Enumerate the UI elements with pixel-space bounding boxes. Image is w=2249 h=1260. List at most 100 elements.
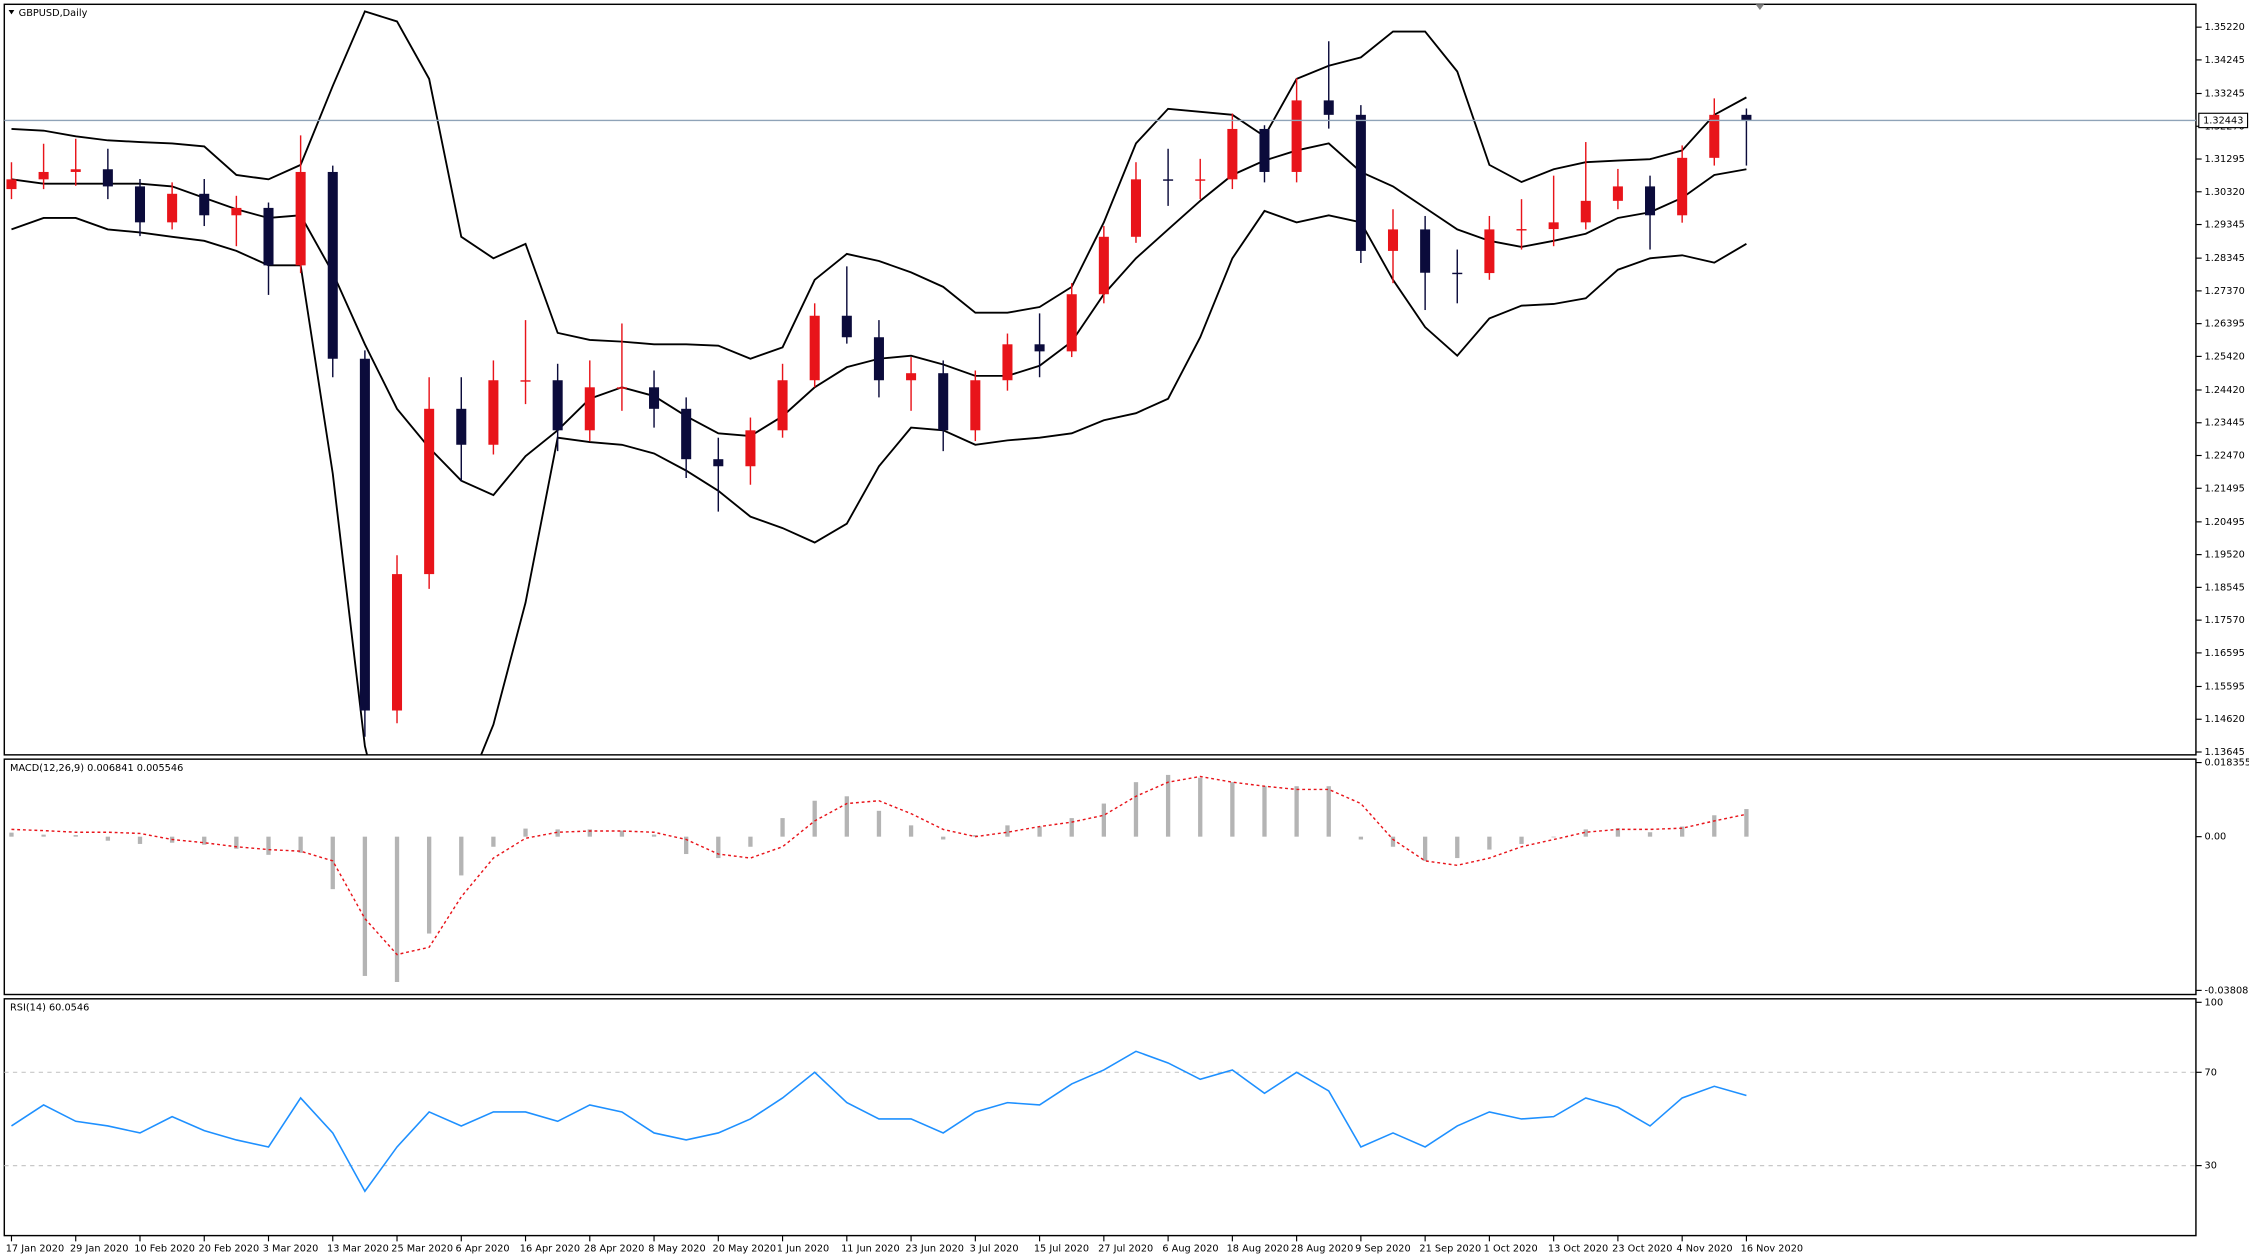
- x-tick-label: 8 May 2020: [648, 1244, 705, 1255]
- candle-body: [1323, 100, 1334, 115]
- candle-body: [231, 207, 242, 216]
- x-tick-label: 1 Jun 2020: [777, 1244, 829, 1255]
- candle-body: [1484, 229, 1495, 274]
- x-tick-label: 27 Jul 2020: [1098, 1244, 1153, 1255]
- last-price-box: [2198, 112, 2249, 129]
- candle-body: [1002, 344, 1013, 381]
- x-tick-label: 28 Apr 2020: [584, 1244, 644, 1255]
- y-tick-label: 0.00: [2205, 832, 2227, 843]
- x-tick-label: 25 Mar 2020: [391, 1244, 453, 1255]
- macd-bar: [1583, 829, 1588, 837]
- price-panel: [3, 3, 2197, 756]
- macd-bar: [876, 810, 882, 837]
- candle-body: [391, 574, 403, 711]
- y-tick-label: 1.17570: [2205, 615, 2245, 626]
- candle-body: [649, 387, 660, 409]
- macd-bar: [202, 836, 207, 845]
- candle-body: [1677, 157, 1688, 216]
- y-tick-label: 1.19520: [2205, 550, 2245, 561]
- x-tick-label: 13 Mar 2020: [327, 1244, 389, 1255]
- candle-body: [1580, 200, 1591, 223]
- macd-bar: [941, 836, 946, 840]
- candle-body: [102, 169, 113, 187]
- x-tick-label: 1 Oct 2020: [1484, 1244, 1538, 1255]
- candle-body: [456, 408, 467, 445]
- macd-bar: [587, 829, 592, 837]
- candle-body: [1420, 229, 1431, 273]
- candle-body: [745, 430, 756, 467]
- x-tick-label: 10 Feb 2020: [134, 1244, 195, 1255]
- macd-panel: [3, 758, 2197, 996]
- y-tick-label: 1.18545: [2205, 582, 2245, 593]
- y-tick-label: 30: [2205, 1161, 2217, 1172]
- macd-bar: [844, 796, 849, 837]
- y-tick-label: 0.018355: [2205, 758, 2249, 769]
- macd-bar: [1037, 826, 1042, 837]
- macd-bar: [362, 836, 368, 976]
- macd-bar: [973, 835, 978, 837]
- candle-body: [1259, 128, 1270, 172]
- candle-body: [199, 193, 210, 216]
- macd-bar: [298, 836, 303, 853]
- macd-bar: [1390, 836, 1396, 847]
- y-tick-label: 1.23445: [2205, 418, 2245, 429]
- macd-bar: [1680, 826, 1685, 837]
- x-tick-label: 11 Jun 2020: [841, 1244, 900, 1255]
- macd-bar: [1069, 818, 1074, 837]
- shift-marker[interactable]: [1755, 4, 1765, 11]
- candle-body: [1387, 229, 1399, 251]
- candle-body: [1227, 128, 1238, 180]
- y-tick-label: 1.21495: [2205, 483, 2245, 494]
- y-tick-label: 1.30320: [2205, 187, 2245, 198]
- macd-bar: [491, 836, 496, 847]
- candle-body: [1034, 344, 1045, 352]
- y-tick-label: 1.22470: [2205, 451, 2245, 462]
- candle-body: [1163, 179, 1174, 181]
- candle-body: [841, 315, 852, 338]
- x-tick-label: 16 Nov 2020: [1741, 1244, 1803, 1255]
- candle-body: [873, 337, 884, 381]
- y-tick-label: 1.25420: [2205, 351, 2245, 362]
- macd-bar: [780, 818, 785, 837]
- macd-bar: [459, 836, 464, 876]
- candle-body: [970, 380, 981, 431]
- y-tick-label: 70: [2205, 1067, 2217, 1078]
- menu-arrow[interactable]: [8, 10, 15, 15]
- rsi-panel: [3, 998, 2197, 1237]
- macd-bar: [1744, 809, 1749, 837]
- candle-body: [616, 387, 627, 389]
- macd-bar: [1198, 777, 1203, 837]
- candle-body: [681, 408, 692, 460]
- y-tick-label: -0.03808: [2205, 985, 2249, 996]
- x-tick-label: 6 Aug 2020: [1162, 1244, 1218, 1255]
- y-tick-label: 1.26395: [2205, 319, 2245, 330]
- chart-title: GBPUSD,Daily: [19, 8, 88, 19]
- candle-body: [1291, 100, 1302, 172]
- macd-bar: [748, 836, 753, 847]
- candle-body: [295, 171, 306, 266]
- x-tick-label: 16 Apr 2020: [520, 1244, 580, 1255]
- macd-bar: [1647, 832, 1653, 837]
- candle-body: [1195, 179, 1206, 181]
- macd-bar: [137, 836, 143, 844]
- candle-body: [1130, 179, 1141, 237]
- x-tick-label: 17 Jan 2020: [6, 1244, 64, 1255]
- x-tick-label: 13 Oct 2020: [1548, 1244, 1608, 1255]
- x-tick-label: 9 Sep 2020: [1355, 1244, 1411, 1255]
- y-tick-label: 1.24420: [2205, 385, 2245, 396]
- macd-bar: [1326, 786, 1331, 837]
- macd-bar: [105, 836, 111, 841]
- macd-bar: [1101, 803, 1106, 837]
- macd-bar: [1230, 782, 1235, 837]
- candle-body: [38, 171, 49, 180]
- candle-body: [584, 387, 595, 431]
- macd-bar: [651, 834, 657, 837]
- macd-bar: [1262, 786, 1267, 837]
- candle-body: [263, 207, 274, 266]
- y-tick-label: 1.13645: [2205, 747, 2245, 758]
- macd-bar: [1455, 836, 1460, 859]
- macd-bar: [1358, 836, 1364, 840]
